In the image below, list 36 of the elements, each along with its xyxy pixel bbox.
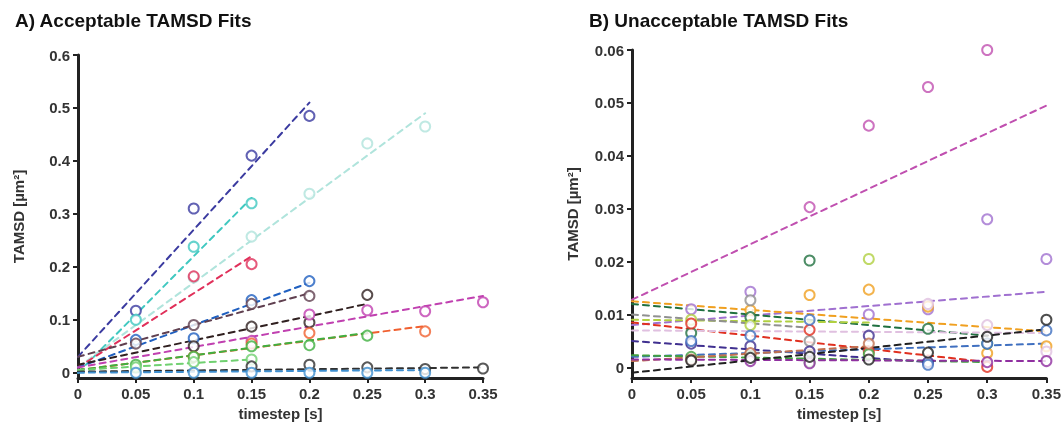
x-tick-label: 0	[73, 385, 83, 402]
x-tick-label: 0.2	[299, 385, 320, 402]
x-axis-title: timestep [s]	[238, 405, 323, 422]
y-tick-label: 0.04	[594, 147, 625, 165]
x-tick-label: 0.35	[468, 385, 498, 402]
x-tick-label: 0.3	[976, 385, 998, 402]
y-axis-title: TAMSD [µm²]	[564, 167, 581, 261]
x-tick-label: 0.25	[913, 385, 943, 402]
x-tick-label: 0.05	[676, 385, 706, 402]
x-tick-label: 0	[627, 385, 637, 402]
x-tick-label: 0.35	[1031, 385, 1061, 402]
y-tick-label: 0	[61, 364, 70, 382]
x-tick-label: 0.1	[183, 385, 205, 402]
x-tick-label: 0.15	[236, 385, 267, 402]
y-tick-label: 0.01	[594, 306, 624, 324]
x-tick-label: 0.1	[739, 385, 761, 402]
x-axis-title: timestep [s]	[797, 405, 882, 422]
y-tick-label: 0.5	[49, 99, 70, 117]
x-tick-label: 0.05	[121, 385, 151, 402]
y-tick-label: 0.03	[594, 200, 624, 218]
y-tick-label: 0.05	[594, 94, 624, 112]
y-tick-label: 0.2	[49, 258, 70, 276]
y-tick-label: 0.1	[49, 311, 70, 329]
y-tick-label: 0.6	[49, 46, 70, 64]
y-tick-label: 0.3	[49, 205, 70, 223]
chart-title: B) Unacceptable TAMSD Fits	[589, 10, 849, 31]
y-tick-label: 0.4	[49, 152, 71, 170]
y-tick-label: 0.02	[594, 253, 624, 271]
x-tick-label: 0.2	[858, 385, 880, 402]
y-tick-label: 0	[615, 358, 624, 376]
x-tick-label: 0.25	[352, 385, 382, 402]
x-tick-label: 0.3	[414, 385, 436, 402]
chart-title: A) Acceptable TAMSD Fits	[15, 10, 252, 31]
y-axis-title: TAMSD [µm²]	[10, 169, 27, 264]
y-tick-label: 0.06	[594, 41, 624, 59]
x-tick-label: 0.15	[795, 385, 825, 402]
